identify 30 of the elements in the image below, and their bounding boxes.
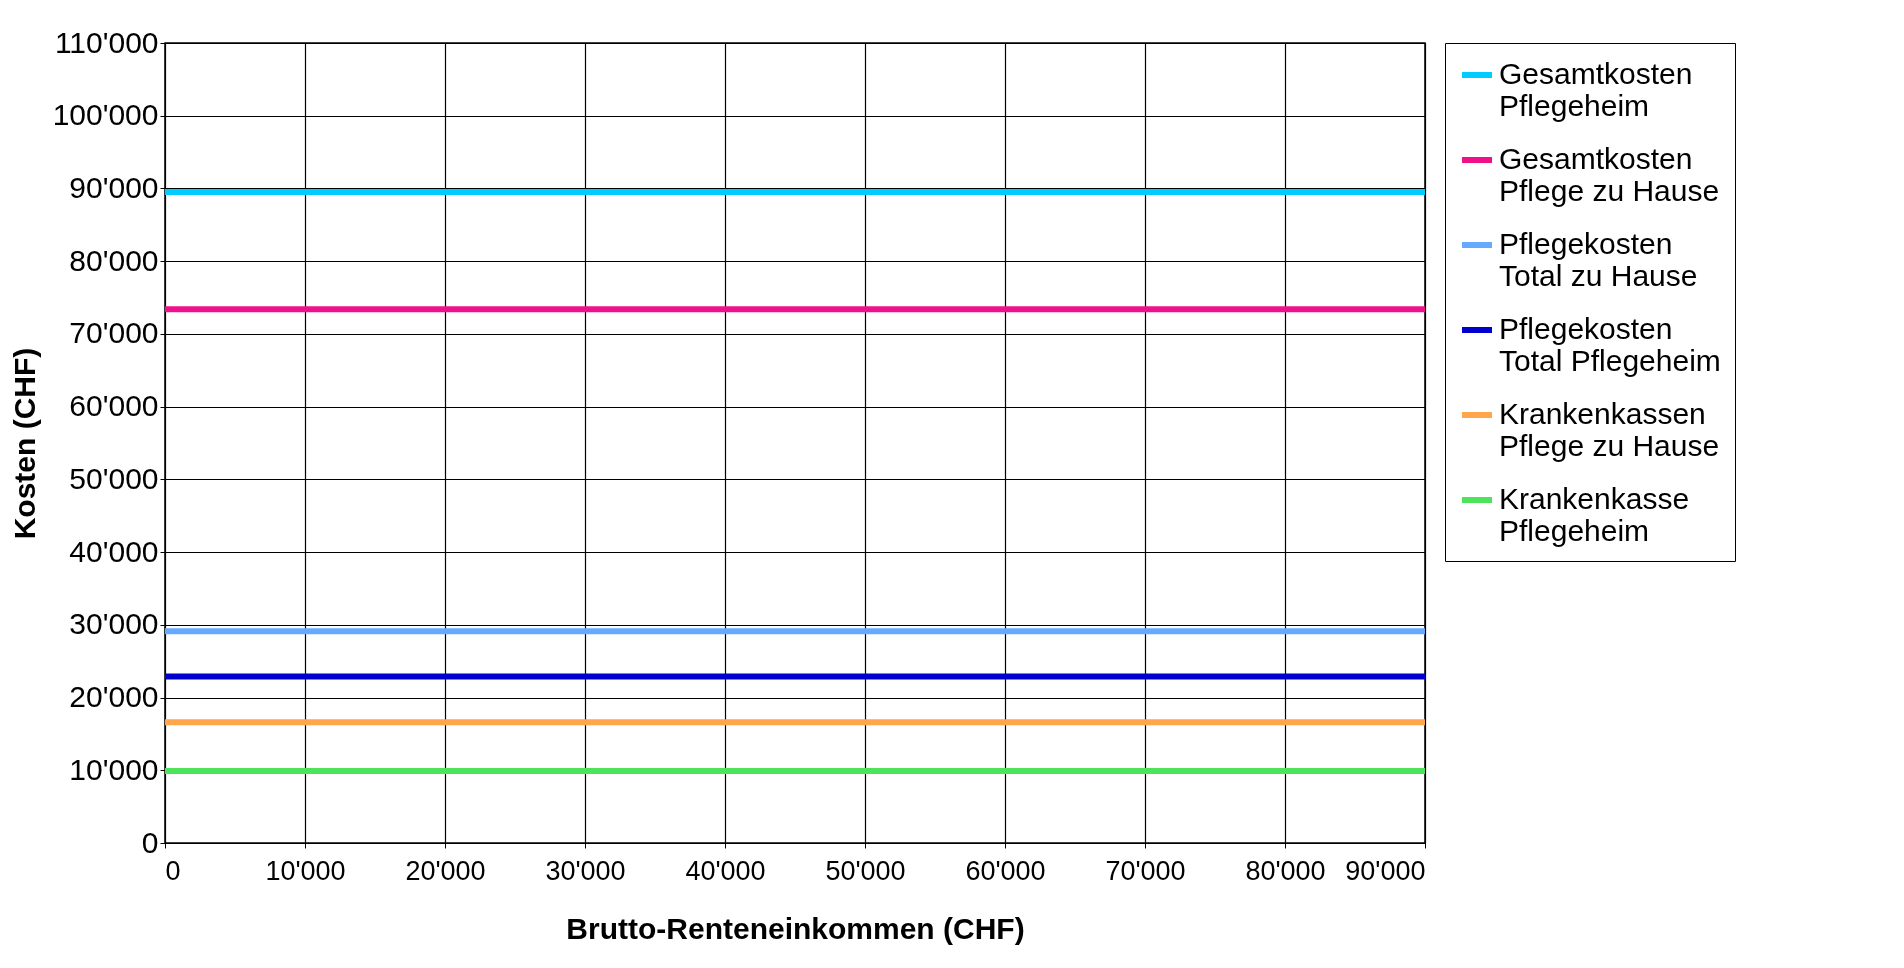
- x-tick-label: 40'000: [685, 855, 766, 886]
- y-tick-label: 60'000: [69, 389, 159, 423]
- legend-label: Gesamtkosten Pflegeheim: [1499, 57, 1693, 122]
- x-tick-label: 70'000: [1105, 855, 1186, 886]
- x-tick-label: 30'000: [545, 855, 626, 886]
- y-axis-title: Kosten (CHF): [7, 347, 41, 540]
- x-axis-title: Brutto-Renteneinkommen (CHF): [566, 911, 1025, 945]
- x-tick-label: 80'000: [1245, 855, 1326, 886]
- y-tick-label: 10'000: [69, 752, 159, 786]
- y-tick-label: 20'000: [69, 680, 159, 714]
- y-tick-label: 0: [141, 825, 159, 859]
- y-tick-label: 70'000: [69, 316, 159, 350]
- x-tick-label: 60'000: [965, 855, 1046, 886]
- legend-label: Gesamtkosten Pflege zu Hause: [1499, 142, 1720, 207]
- x-tick-label: 20'000: [405, 855, 486, 886]
- x-tick-label: 0: [165, 855, 181, 886]
- x-tick-label: 10'000: [265, 855, 346, 886]
- y-tick-label: 80'000: [69, 243, 159, 277]
- y-tick-label: 50'000: [69, 461, 159, 495]
- y-tick-label: 30'000: [69, 607, 159, 641]
- y-tick-label: 100'000: [52, 98, 159, 132]
- y-tick-label: 40'000: [69, 534, 159, 568]
- x-tick-label: 90'000: [1345, 855, 1426, 886]
- legend-label: Pflegekosten Total zu Hause: [1499, 227, 1698, 292]
- legend-label: Krankenkassen Pflege zu Hause: [1499, 397, 1720, 462]
- y-tick-label: 90'000: [69, 170, 159, 204]
- x-tick-label: 50'000: [825, 855, 906, 886]
- y-tick-label: 110'000: [54, 25, 159, 59]
- legend-label: Pflegekosten Total Pflegeheim: [1499, 312, 1721, 377]
- legend-label: Krankenkasse Pflegeheim: [1499, 482, 1690, 547]
